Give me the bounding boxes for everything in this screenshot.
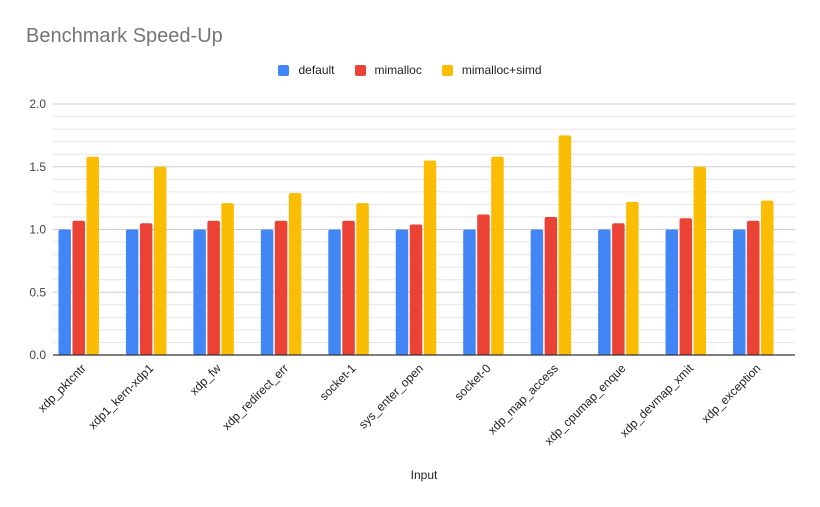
legend-item-mimalloc-simd[interactable]: mimalloc+simd — [441, 63, 542, 77]
legend-label-mimalloc-simd: mimalloc+simd — [461, 63, 542, 77]
bar-mimalloc-simd-xdp1_kern-xdp1[interactable] — [153, 166, 167, 355]
bar-default-xdp_exception[interactable] — [733, 229, 746, 356]
legend-item-mimalloc[interactable]: mimalloc — [354, 63, 422, 77]
bar-mimalloc-socket-1[interactable] — [342, 220, 355, 355]
y-tick-label: 1.5 — [29, 160, 46, 174]
bar-mimalloc-xdp_map_access[interactable] — [544, 216, 558, 355]
bar-mimalloc-simd-xdp_exception[interactable] — [761, 200, 774, 355]
bar-mimalloc-simd-xdp_devmap_xmit[interactable] — [693, 166, 707, 355]
bar-mimalloc-xdp_fw[interactable] — [207, 220, 220, 355]
x-tick-label: socket-0 — [452, 361, 494, 403]
bar-mimalloc-simd-xdp_cpumap_enque[interactable] — [626, 201, 639, 355]
x-tick-label: xdp_redirect_err — [220, 361, 292, 433]
bar-default-sys_enter_open[interactable] — [395, 229, 409, 356]
bar-mimalloc-simd-xdp_fw[interactable] — [221, 203, 234, 355]
chart-title: Benchmark Speed-Up — [26, 25, 223, 47]
x-tick-label: xdp1_kern-xdp1 — [86, 361, 157, 432]
x-axis-title: Input — [411, 468, 438, 482]
bar-mimalloc-simd-xdp_pktcntr[interactable] — [86, 156, 99, 355]
bar-default-socket-0[interactable] — [463, 229, 476, 356]
legend-item-default[interactable]: default — [278, 63, 335, 77]
bar-mimalloc-xdp_devmap_xmit[interactable] — [679, 218, 693, 355]
x-tick-label: xdp_devmap_xmit — [617, 361, 696, 440]
bar-mimalloc-sys_enter_open[interactable] — [409, 224, 423, 355]
legend-swatch-default — [278, 64, 290, 76]
bar-mimalloc-xdp_pktcntr[interactable] — [72, 220, 85, 355]
legend: default mimalloc mimalloc+simd — [0, 63, 820, 77]
y-tick-label: 0.0 — [29, 348, 46, 362]
x-tick-label: xdp_exception — [699, 361, 764, 426]
legend-label-default: default — [298, 63, 335, 77]
bar-default-xdp1_kern-xdp1[interactable] — [125, 229, 139, 356]
bar-default-xdp_map_access[interactable] — [530, 229, 544, 356]
bar-mimalloc-xdp_redirect_err[interactable] — [274, 220, 288, 355]
legend-swatch-mimalloc-simd — [441, 64, 453, 76]
bar-mimalloc-xdp_cpumap_enque[interactable] — [612, 223, 625, 355]
bar-mimalloc-simd-xdp_map_access[interactable] — [558, 135, 572, 355]
x-tick-label: xdp_pktcntr — [35, 361, 89, 415]
x-tick-label: xdp_map_access — [485, 361, 561, 437]
bar-default-xdp_devmap_xmit[interactable] — [665, 229, 679, 356]
bar-default-xdp_pktcntr[interactable] — [58, 229, 71, 356]
y-tick-label: 1.0 — [29, 223, 46, 237]
x-tick-label: xdp_fw — [187, 361, 224, 398]
x-tick-label: sys_enter_open — [356, 361, 426, 431]
bar-default-xdp_redirect_err[interactable] — [260, 229, 274, 356]
x-tick-label: socket-1 — [317, 361, 359, 403]
bar-default-xdp_cpumap_enque[interactable] — [598, 229, 611, 356]
bar-mimalloc-simd-socket-0[interactable] — [491, 156, 504, 355]
bar-mimalloc-xdp_exception[interactable] — [747, 220, 760, 355]
bars — [58, 135, 774, 356]
bar-mimalloc-socket-0[interactable] — [477, 214, 490, 355]
y-tick-label: 2.0 — [29, 97, 46, 111]
bar-mimalloc-xdp1_kern-xdp1[interactable] — [139, 223, 153, 355]
legend-label-mimalloc: mimalloc — [374, 63, 422, 77]
bar-mimalloc-simd-xdp_redirect_err[interactable] — [288, 193, 302, 355]
y-axis-ticks: 0.0 0.5 1.0 1.5 2.0 — [29, 97, 46, 362]
bar-mimalloc-simd-socket-1[interactable] — [356, 203, 369, 355]
bar-default-socket-1[interactable] — [328, 229, 341, 356]
legend-swatch-mimalloc — [354, 64, 366, 76]
y-tick-label: 0.5 — [29, 285, 46, 299]
bar-default-xdp_fw[interactable] — [193, 229, 206, 356]
bar-mimalloc-simd-sys_enter_open[interactable] — [423, 160, 437, 355]
